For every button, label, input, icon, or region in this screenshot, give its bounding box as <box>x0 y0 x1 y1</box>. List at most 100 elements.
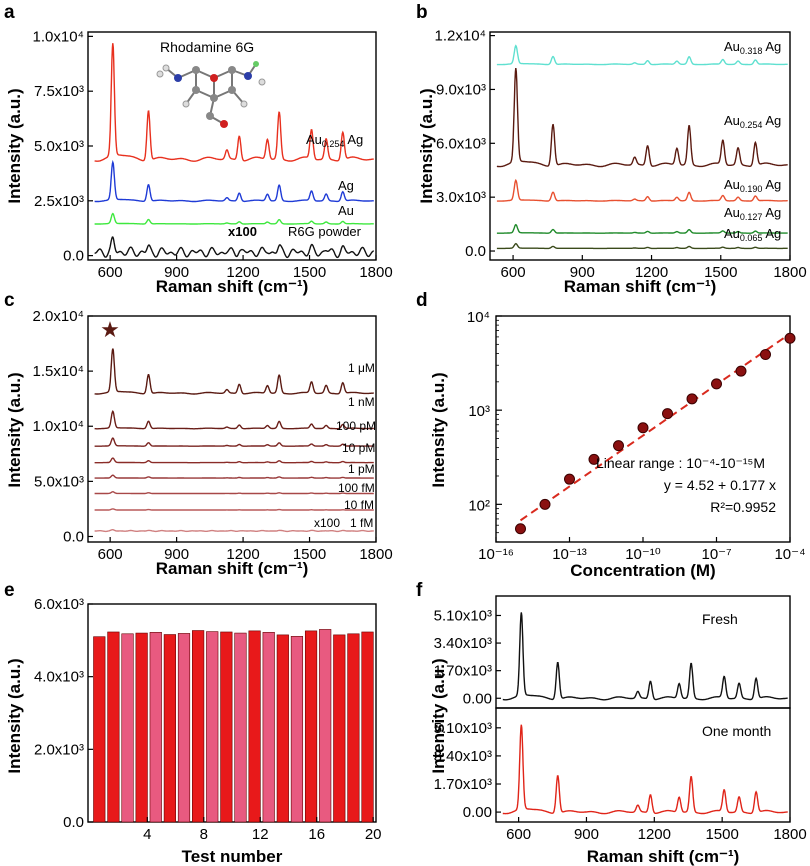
d-y-tick-label-2: 10⁴ <box>467 309 490 326</box>
e-x-tick-label-1: 8 <box>200 826 208 843</box>
panel-b-ylabel: Intensity (a.u.) <box>417 88 436 203</box>
panel-b-traces <box>496 44 788 250</box>
label-a-x100: x100 <box>228 224 257 239</box>
data-point-0 <box>515 523 526 535</box>
bar-16 <box>304 630 318 823</box>
f-x-tick-label-4: 1800 <box>773 826 806 843</box>
bar-1 <box>93 636 106 823</box>
panel-f-letter: f <box>416 580 423 601</box>
trace-c-0 <box>94 348 374 395</box>
panel-b-xlabel: Raman shift (cm⁻¹) <box>564 277 717 296</box>
c-y-tick-label-2: 1.0x10⁴ <box>33 418 84 435</box>
data-point-2 <box>564 473 575 485</box>
panel-c-traces <box>94 348 374 533</box>
c-y-tick-label-1: 5.0x10³ <box>34 473 84 490</box>
b-x-tick-label-3: 1500 <box>704 264 737 281</box>
a-x-tick-label-4: 1800 <box>359 264 392 281</box>
panel-f-xlabel: Raman shift (cm⁻¹) <box>587 847 740 866</box>
panel-b-letter: b <box>416 2 428 23</box>
panel-e-yticks: 0.0 2.0x10³ 4.0x10³ 6.0x10³ <box>34 596 93 831</box>
molecule-label: Rhodamine 6G <box>160 39 254 55</box>
b-y-tick-label-1: 3.0x10³ <box>436 189 486 206</box>
panel-a-yticks: 0.0 2.5x10³ 5.0x10³ 7.5x10³ 1.0x10⁴ <box>33 28 93 265</box>
data-point-8 <box>711 378 722 390</box>
b-x-tick-label-4: 1800 <box>773 264 806 281</box>
data-point-10 <box>760 349 771 361</box>
panel-f-ylabel: Intensity (a.u.) <box>429 658 448 773</box>
a-y-tick-label-4: 1.0x10⁴ <box>33 28 84 45</box>
panel-e-xticks: 4 8 12 16 20 <box>143 817 382 843</box>
bar-6 <box>163 634 176 823</box>
panel-d-ylabel: Intensity (a.u.) <box>429 372 448 487</box>
rhodamine-molecule-illustration <box>156 61 266 128</box>
trace-b-1 <box>496 68 788 168</box>
trace-c-6 <box>94 508 374 511</box>
a-x-tick-label-1: 900 <box>164 264 189 281</box>
e-y-tick-label-2: 4.0x10³ <box>34 669 84 686</box>
fit-line <box>519 332 791 522</box>
f-x-tick-label-0: 600 <box>506 826 531 843</box>
trace-f-0 <box>502 612 788 701</box>
panel-a-xlabel: Raman shift (cm⁻¹) <box>156 277 309 296</box>
bar-20 <box>361 631 374 823</box>
b-y-tick-label-4: 1.2x10⁴ <box>435 28 486 45</box>
panel-e-xlabel: Test number <box>182 847 283 866</box>
f-x-tick-label-1: 900 <box>574 826 599 843</box>
panel-a-xticks: 600 900 1200 1500 1800 <box>98 255 393 281</box>
trace-f-1 <box>502 724 788 815</box>
trace-c-5 <box>94 491 374 495</box>
label-f-one-month: One month <box>702 723 771 739</box>
trace-a-3 <box>94 236 374 259</box>
b-x-tick-label-0: 600 <box>501 264 526 281</box>
panel-d-fit-line <box>519 332 791 522</box>
panel-d-yticks: 10² 10³ 10⁴ <box>467 309 502 543</box>
label-a-au0254ag: Au0.254 Ag <box>306 132 363 149</box>
c-x-tick-label-2: 1200 <box>226 546 259 563</box>
trace-b-0 <box>496 44 788 66</box>
label-b-au0127ag: Au0.127 Ag <box>724 205 781 222</box>
c-x-tick-label-1: 900 <box>164 546 189 563</box>
label-c-100pM: 100 pM <box>336 419 376 433</box>
data-point-4 <box>613 440 624 452</box>
panel-f-frame-top <box>495 595 791 709</box>
panel-c-xticks: 600 900 1200 1500 1800 <box>98 537 393 563</box>
a-x-tick-label-0: 600 <box>98 264 123 281</box>
f-y-fB-tick-label-3: 5.10x10³ <box>434 720 492 737</box>
label-b-au0190ag: Au0.190 Ag <box>724 177 781 194</box>
label-c-x100: x100 <box>314 516 340 530</box>
panel-b-frame <box>489 31 791 261</box>
e-y-tick-label-0: 0.0 <box>63 814 84 831</box>
bar-3 <box>121 633 134 823</box>
trace-a-0 <box>94 43 374 162</box>
panel-d: d 10⁻¹⁶ 10⁻¹³ 10⁻¹⁰ 10⁻⁷ 10⁻⁴ 10² 10³ 10⁴ Conc… <box>416 290 806 580</box>
data-point-9 <box>735 365 747 377</box>
panel-e: e 4 8 12 16 20 0.0 2.0x10³ 4.0x10³ 6.0x10³ Test… <box>4 580 382 866</box>
trace-b-3 <box>496 223 788 234</box>
b-y-tick-label-2: 6.0x10³ <box>436 135 486 152</box>
annotation-linear-range: Linear range : 10⁻⁴-10⁻¹⁵M <box>596 455 765 471</box>
panel-b-xticks: 600 900 1200 1500 1800 <box>501 255 807 281</box>
d-y-tick-label-1: 10³ <box>468 403 490 420</box>
f-y-fT-tick-label-2: 3.40x10³ <box>434 635 492 652</box>
c-y-tick-label-0: 0.0 <box>63 528 84 545</box>
panel-c-letter: c <box>4 290 15 311</box>
trace-a-1 <box>94 159 374 203</box>
bar-10 <box>220 631 233 823</box>
annotation-r-squared: R²=0.9952 <box>710 499 776 515</box>
data-point-3 <box>588 453 600 465</box>
panel-a-ylabel: Intensity (a.u.) <box>5 88 24 203</box>
trace-b-2 <box>496 178 788 202</box>
a-x-tick-label-2: 1200 <box>226 264 259 281</box>
d-x-tick-label-3: 10⁻⁷ <box>701 546 731 563</box>
trace-c-1 <box>94 410 374 430</box>
b-x-tick-label-2: 1200 <box>635 264 668 281</box>
e-y-tick-label-1: 2.0x10³ <box>34 741 84 758</box>
data-point-6 <box>662 408 673 420</box>
d-y-tick-label-0: 10² <box>468 497 490 514</box>
label-c-1uM: 1 μM <box>348 361 375 375</box>
a-y-tick-label-1: 2.5x10³ <box>34 193 84 210</box>
f-y-fT-tick-label-0: 0.00 <box>463 690 492 707</box>
panel-d-xlabel: Concentration (M) <box>570 561 715 580</box>
label-c-1nM: 1 nM <box>348 395 375 409</box>
